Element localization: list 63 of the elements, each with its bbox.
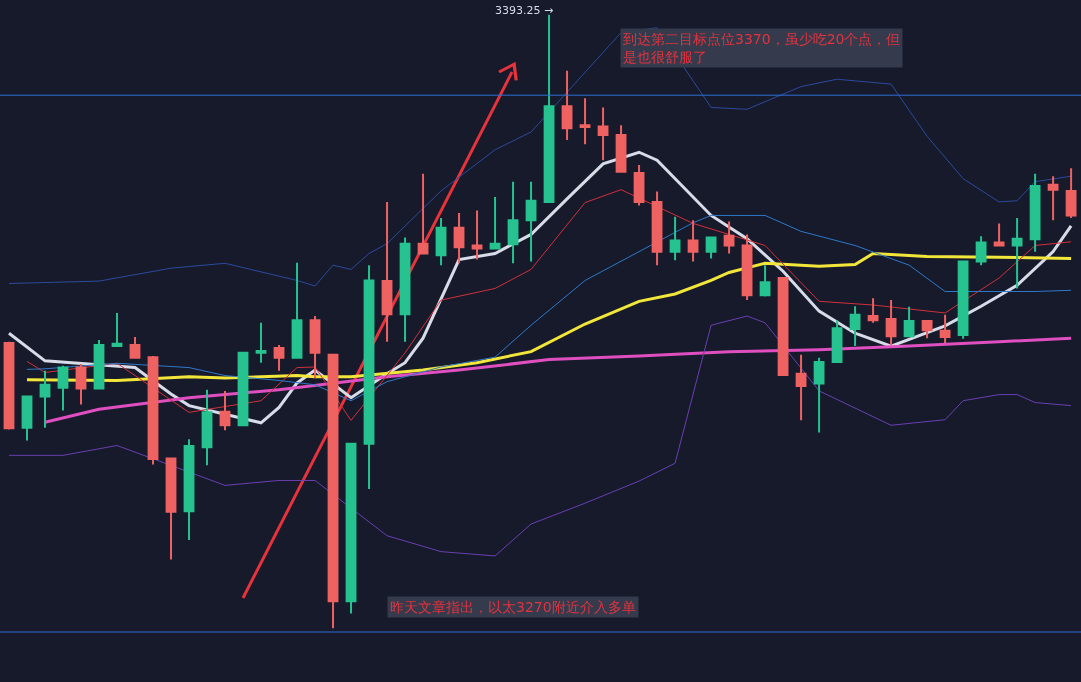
candlestick: [219, 389, 231, 432]
candlestick: [885, 299, 897, 346]
candlestick: [3, 340, 15, 431]
candlestick: [489, 196, 501, 250]
candlestick: [129, 335, 141, 359]
candlestick: [633, 164, 645, 207]
candlestick: [453, 211, 465, 265]
candlestick: [471, 209, 483, 261]
candlestick: [201, 388, 213, 467]
candlestick: [1047, 175, 1059, 222]
candlestick: [849, 305, 861, 348]
candlestick: [561, 69, 573, 141]
candlestick: [93, 338, 105, 390]
candlestick: [273, 343, 285, 372]
candlestick: [759, 264, 771, 298]
candlestick: [579, 97, 591, 146]
candlestick: [777, 277, 789, 376]
candlestick: [1029, 172, 1041, 253]
candlestick: [615, 124, 627, 173]
candlestick: [237, 351, 249, 427]
candlestick: [309, 315, 321, 380]
annotation: 3393.25 →: [495, 4, 554, 17]
candlestick: [525, 180, 537, 263]
candlestick: [345, 442, 357, 615]
candlestick: [75, 362, 87, 406]
candlestick: [1011, 216, 1023, 290]
candlestick: [939, 313, 951, 345]
candlestick: [867, 297, 879, 324]
candlestick: [363, 264, 375, 491]
candlestick: [21, 394, 33, 442]
candlestick: [903, 305, 915, 338]
candlestick: [795, 353, 807, 422]
candlestick: [831, 319, 843, 364]
candlestick: [147, 354, 159, 466]
candlestick: [705, 236, 717, 260]
candlestick: [597, 106, 609, 162]
candlestick: [723, 220, 735, 255]
candlestick: [381, 200, 393, 343]
candlestick: [435, 216, 447, 267]
candlestick: [183, 438, 195, 541]
candlestick: [975, 235, 987, 267]
candlestick: [399, 236, 411, 343]
candlestick: [1065, 167, 1077, 219]
candlestick: [39, 369, 51, 429]
annotation: 到达第二目标点位3370，虽少吃20个点，但是也很舒服了: [623, 31, 901, 66]
annotation: 昨天文章指出，以太3270附近介入多单: [390, 599, 636, 615]
candlestick: [255, 321, 267, 364]
candlestick: [669, 215, 681, 262]
candlestick: [165, 457, 177, 561]
candlestick: [957, 260, 969, 340]
candlestick: [651, 190, 663, 267]
candlestick: [921, 319, 933, 340]
candlestick: [687, 219, 699, 263]
candlestick: [111, 311, 123, 348]
candlestick: [543, 13, 555, 203]
candlestick: [507, 180, 519, 265]
candlestick: [813, 356, 825, 434]
candlestick: [291, 261, 303, 359]
candlestick: [993, 222, 1005, 247]
candlestick: [327, 353, 339, 630]
candlestick: [741, 233, 753, 302]
candlestick: [57, 364, 69, 412]
candlestick: [417, 172, 429, 255]
